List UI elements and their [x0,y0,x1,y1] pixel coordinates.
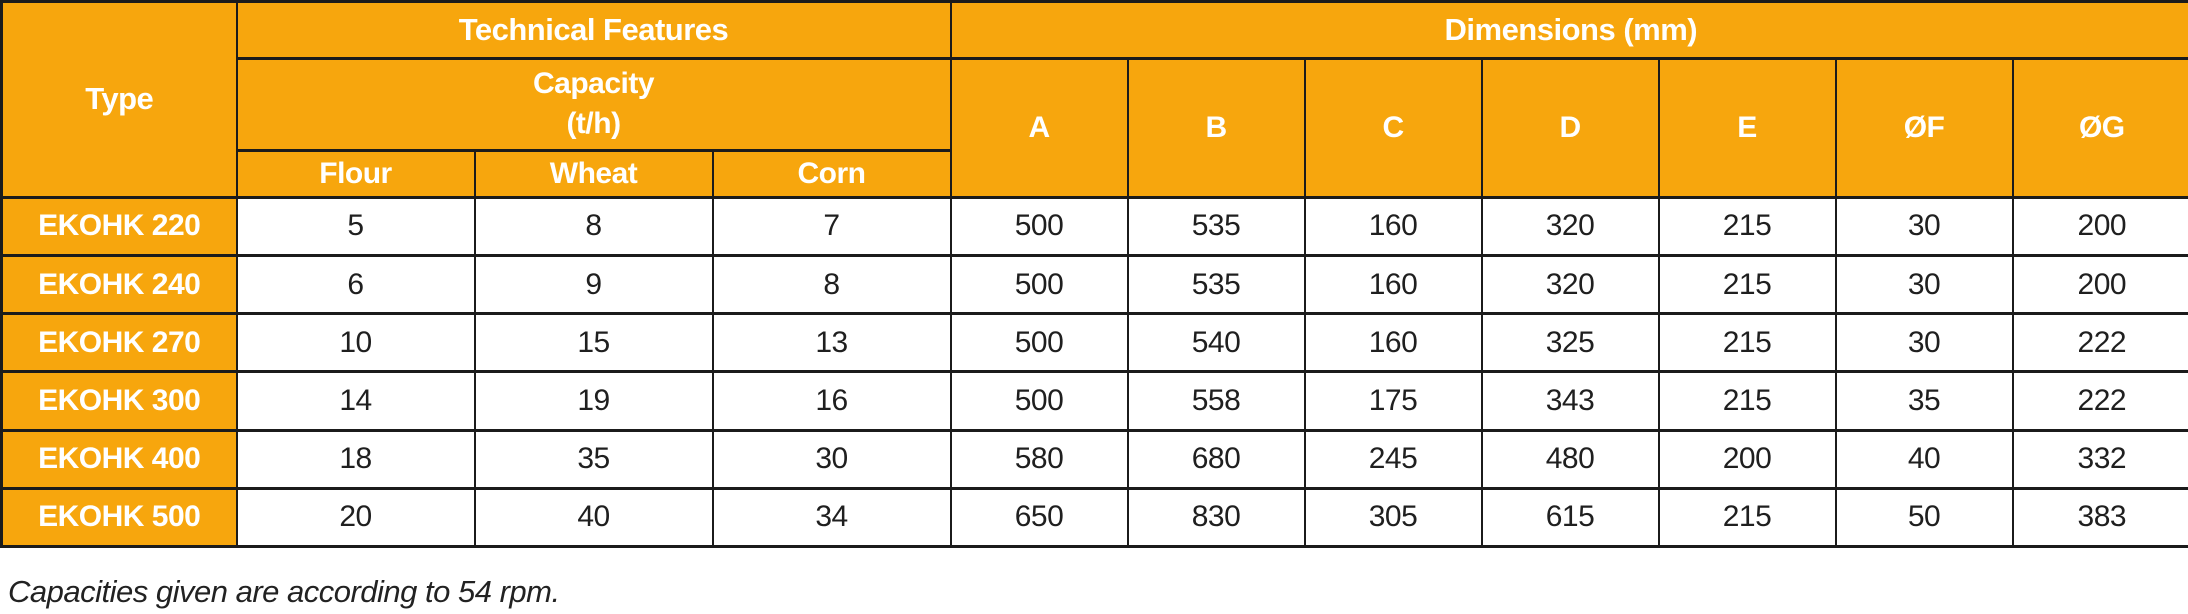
dim-d-value-cell: 320 [1480,253,1660,316]
wheat-value-cell: 35 [473,428,714,490]
dim-of-value-cell: 30 [1834,312,2014,374]
table-row: EKOHK 220 5 8 7 500 535 160 320 215 30 2… [0,195,2188,257]
dim-column-header-og: ØG [2011,57,2188,199]
dim-og-value-cell: 222 [2011,370,2188,432]
dim-d-value-cell: 480 [1480,428,1660,490]
dim-a-value-cell: 500 [949,195,1129,257]
header-row-capacity: Capacity (t/h) A B C D E ØF ØG [2,57,2188,199]
dim-og-value-cell: 200 [2011,253,2188,316]
capacity-header-line2: (t/h) [566,107,621,141]
dim-c-value-cell: 160 [1303,312,1483,374]
dim-a-value-cell: 500 [949,312,1129,374]
dim-c-value-cell: 245 [1303,428,1483,490]
corn-value-cell: 13 [711,312,952,374]
dim-d-value-cell: 325 [1480,312,1660,374]
dim-column-header-a: A [949,57,1129,199]
row-type-label: EKOHK 300 [0,370,238,432]
row-type-label: EKOHK 240 [0,253,238,316]
spec-table: Type Technical Features Dimensions (mm) … [0,0,2188,549]
type-column-header: Type [0,0,238,199]
capacity-header-line1: Capacity [532,66,655,100]
dim-of-value-cell: 35 [1834,370,2014,432]
wheat-value-cell: 8 [473,195,714,257]
dim-b-value-cell: 540 [1126,312,1306,374]
row-type-label: EKOHK 500 [0,486,238,549]
dim-of-value-cell: 30 [1834,253,2014,316]
dim-of-value-cell: 30 [1834,195,2014,257]
dim-og-value-cell: 222 [2011,312,2188,374]
wheat-value-cell: 9 [473,253,714,316]
capacity-column-header-wheat: Wheat [473,148,714,199]
dim-d-value-cell: 343 [1480,370,1660,432]
flour-value-cell: 5 [235,195,476,257]
dim-e-value-cell: 200 [1657,428,1837,490]
dim-c-value-cell: 160 [1303,253,1483,316]
dim-b-value-cell: 558 [1126,370,1306,432]
capacity-footnote: Capacities given are according to 54 rpm… [8,574,560,609]
dim-e-value-cell: 215 [1657,253,1837,316]
capacity-column-header-flour: Flour [235,148,476,199]
table-row: EKOHK 500 20 40 34 650 830 305 615 215 5… [0,486,2188,549]
technical-features-header: Technical Features [235,0,952,61]
table-row: EKOHK 240 6 9 8 500 535 160 320 215 30 2… [0,253,2188,316]
dim-a-value-cell: 650 [949,486,1129,549]
dim-of-value-cell: 40 [1834,428,2014,490]
corn-value-cell: 16 [711,370,952,432]
capacity-header: Capacity (t/h) [235,57,952,152]
dim-b-value-cell: 535 [1126,253,1306,316]
dim-og-value-cell: 200 [2011,195,2188,257]
dim-d-value-cell: 615 [1480,486,1660,549]
dim-of-value-cell: 50 [1834,486,2014,549]
row-type-label: EKOHK 270 [0,312,238,374]
dim-c-value-cell: 305 [1303,486,1483,549]
dim-column-header-c: C [1303,57,1483,199]
header-row-groups: Type Technical Features Dimensions (mm) [0,0,2188,199]
dim-e-value-cell: 215 [1657,312,1837,374]
wheat-value-cell: 40 [473,486,714,549]
dim-column-header-e: E [1657,57,1837,199]
dim-c-value-cell: 175 [1303,370,1483,432]
row-type-label: EKOHK 220 [0,195,238,257]
flour-value-cell: 18 [235,428,476,490]
corn-value-cell: 7 [711,195,952,257]
capacity-column-header-corn: Corn [711,148,952,199]
flour-value-cell: 10 [235,312,476,374]
dim-e-value-cell: 215 [1657,370,1837,432]
table-row: EKOHK 270 10 15 13 500 540 160 325 215 3… [0,312,2188,374]
dim-d-value-cell: 320 [1480,195,1660,257]
dim-a-value-cell: 500 [949,370,1129,432]
dim-og-value-cell: 383 [2011,486,2188,549]
wheat-value-cell: 19 [473,370,714,432]
wheat-value-cell: 15 [473,312,714,374]
flour-value-cell: 20 [235,486,476,549]
flour-value-cell: 14 [235,370,476,432]
row-type-label: EKOHK 400 [0,428,238,490]
table-row: EKOHK 300 14 19 16 500 558 175 343 215 3… [0,370,2188,432]
dim-b-value-cell: 535 [1126,195,1306,257]
dim-e-value-cell: 215 [1657,195,1837,257]
dim-e-value-cell: 215 [1657,486,1837,549]
dim-og-value-cell: 332 [2011,428,2188,490]
dimensions-header: Dimensions (mm) [949,0,2188,61]
dim-b-value-cell: 830 [1126,486,1306,549]
flour-value-cell: 6 [235,253,476,316]
dim-column-header-of: ØF [1834,57,2014,199]
dim-a-value-cell: 500 [949,253,1129,316]
corn-value-cell: 8 [711,253,952,316]
header-row-capacity-columns: Flour Wheat Corn [2,148,2188,199]
dim-a-value-cell: 580 [949,428,1129,490]
table-row: EKOHK 400 18 35 30 580 680 245 480 200 4… [0,428,2188,490]
dim-column-header-d: D [1480,57,1660,199]
dim-c-value-cell: 160 [1303,195,1483,257]
corn-value-cell: 34 [711,486,952,549]
dim-column-header-b: B [1126,57,1306,199]
dim-b-value-cell: 680 [1126,428,1306,490]
corn-value-cell: 30 [711,428,952,490]
